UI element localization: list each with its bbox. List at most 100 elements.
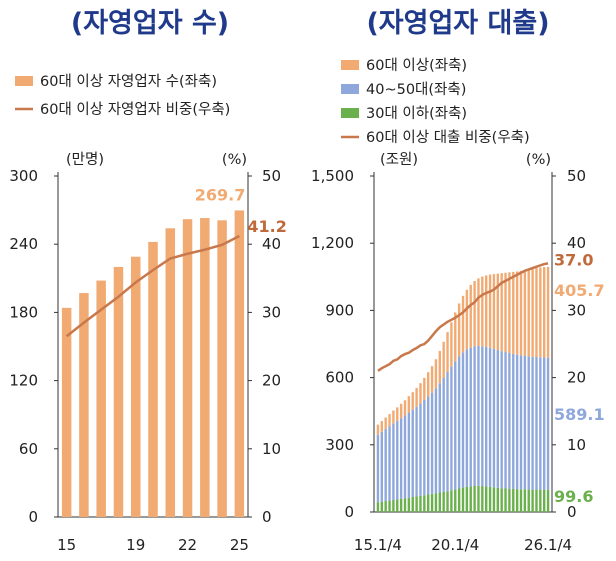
chart2-bar-mid — [523, 355, 527, 490]
chart1-legend-swatch-bar — [15, 76, 33, 86]
chart2-bar-mid — [481, 346, 484, 487]
chart2-right-tick-label: 30 — [567, 301, 586, 319]
chart2-bar-mid — [527, 356, 530, 490]
chart2-bar-old — [523, 270, 527, 356]
chart2-mid-last-label: 589.1 — [554, 405, 605, 424]
chart2-bar-young — [454, 489, 457, 512]
chart1-share-line — [65, 234, 240, 338]
chart2-bar-mid — [488, 347, 492, 487]
chart2-bar-old — [438, 350, 441, 384]
chart2-bar-mid — [546, 357, 550, 490]
chart2-bar-young — [427, 494, 430, 512]
chart2-bar-young — [504, 488, 507, 512]
chart2-right-tick-label: 10 — [567, 436, 586, 454]
chart2-bar-mid — [461, 352, 465, 488]
chart2-legend-swatch-mid — [341, 84, 359, 94]
chart1-right-tick-label: 50 — [262, 167, 281, 185]
chart2-bar-old — [450, 322, 453, 367]
chart2-bar-young — [496, 487, 499, 512]
chart2-bar-mid — [423, 400, 426, 496]
chart2-bar-old — [500, 273, 503, 352]
chart1-x-tick-label: 22 — [178, 536, 197, 554]
chart1-right-tick-label: 10 — [262, 440, 281, 458]
chart2-bar-old — [388, 414, 391, 427]
chart2-legend-young: 30대 이하(좌축) — [366, 105, 467, 122]
chart2-bar-young — [485, 486, 488, 512]
chart1-left-unit: (만명) — [66, 151, 104, 168]
chart2-bar-mid — [535, 356, 538, 490]
chart2-bar-old — [531, 268, 534, 357]
chart2-bar-mid — [465, 349, 469, 487]
chart2-bar-young — [461, 487, 465, 512]
chart2-bar-young — [446, 491, 449, 512]
chart2-legend-old: 60대 이상(좌축) — [366, 57, 467, 74]
chart2-bar-mid — [496, 350, 499, 488]
chart2-bar-young — [407, 497, 411, 512]
chart2-bar-young — [500, 488, 503, 512]
chart2-bar-mid — [427, 396, 430, 495]
chart2-bar-mid — [473, 346, 476, 487]
chart2-bar-old — [407, 396, 411, 413]
chart2-bar-young — [492, 487, 496, 512]
chart2-bar-mid — [485, 346, 488, 487]
chart2-bar-old — [399, 403, 403, 419]
chart2-bar-old — [461, 295, 465, 353]
chart2-bar-old — [539, 267, 542, 358]
chart2-bar-young — [403, 498, 407, 512]
chart2-bar-old — [411, 392, 414, 410]
chart2-right-tick-label: 50 — [567, 167, 586, 185]
chart1-left-tick-label: 120 — [9, 372, 38, 390]
chart2-bar-young — [434, 493, 438, 512]
chart2-bar-mid — [442, 377, 445, 492]
chart2-right-tick-label: 40 — [567, 234, 586, 252]
chart1-right-tick-label: 20 — [262, 372, 281, 390]
chart2-bar-old — [392, 410, 395, 424]
chart2-bar-young — [465, 486, 469, 512]
chart2-bar-young — [419, 495, 422, 512]
chart2-bar-mid — [515, 354, 519, 490]
chart2-bar-young — [546, 489, 550, 512]
chart2-bar-old — [508, 272, 511, 353]
chart1-line-last-label: 41.2 — [247, 217, 286, 236]
chart2-bar-young — [523, 489, 527, 512]
chart2-share-line — [377, 262, 549, 372]
chart2-bar-young — [380, 501, 383, 512]
chart2-title: (자영업자 대출) — [366, 8, 549, 39]
chart2-bar-young — [392, 499, 395, 512]
chart2-bar-young — [388, 500, 391, 512]
chart2-right-tick-label: 0 — [567, 503, 577, 521]
chart2-bar-old — [457, 303, 461, 357]
chart2-bar-old — [376, 424, 380, 435]
chart2-bar-old — [477, 278, 480, 347]
chart2-bar-old — [454, 312, 457, 362]
chart2-bar-mid — [415, 406, 418, 497]
chart2-legend-line: 60대 이상 대출 비중(우축) — [366, 129, 530, 146]
chart2-bar-young — [399, 498, 403, 512]
chart2-bar-old — [527, 269, 530, 357]
chart2-bar-young — [442, 491, 445, 512]
chart2-bar-young — [488, 486, 492, 512]
chart2-left-tick-label: 900 — [325, 301, 354, 319]
chart2-left-tick-label: 1,500 — [311, 167, 354, 185]
chart2-bar-mid — [419, 403, 422, 496]
chart1-plot: (만명) (%) 0 60 120 180 240 300 0 10 20 30 40 50 15 1… — [9, 151, 286, 554]
chart1-bar — [165, 228, 176, 517]
chart2-bar-mid — [492, 348, 496, 488]
chart2-bar-mid — [543, 357, 546, 490]
chart2-left-tick-label: 0 — [344, 503, 354, 521]
chart2-x-tick-label: 20.1/4 — [431, 536, 479, 554]
chart2-right-unit: (%) — [526, 152, 551, 168]
chart1-x-tick-label: 15 — [57, 536, 76, 554]
chart2-bar-young — [469, 486, 472, 512]
chart2-bar-mid — [469, 347, 472, 487]
chart2-bar-old — [380, 421, 383, 432]
chart1-bar — [234, 210, 245, 518]
chart2-bar-mid — [380, 431, 383, 502]
chart2-bar-mid — [446, 372, 449, 492]
chart2-bar-old — [492, 274, 496, 349]
chart2-bar-old — [485, 275, 488, 347]
chart2-bar-young — [376, 502, 380, 512]
chart2-bar-young — [481, 486, 484, 512]
chart1-left-tick-label: 0 — [28, 508, 38, 526]
chart2-line-last-label: 37.0 — [554, 250, 593, 269]
